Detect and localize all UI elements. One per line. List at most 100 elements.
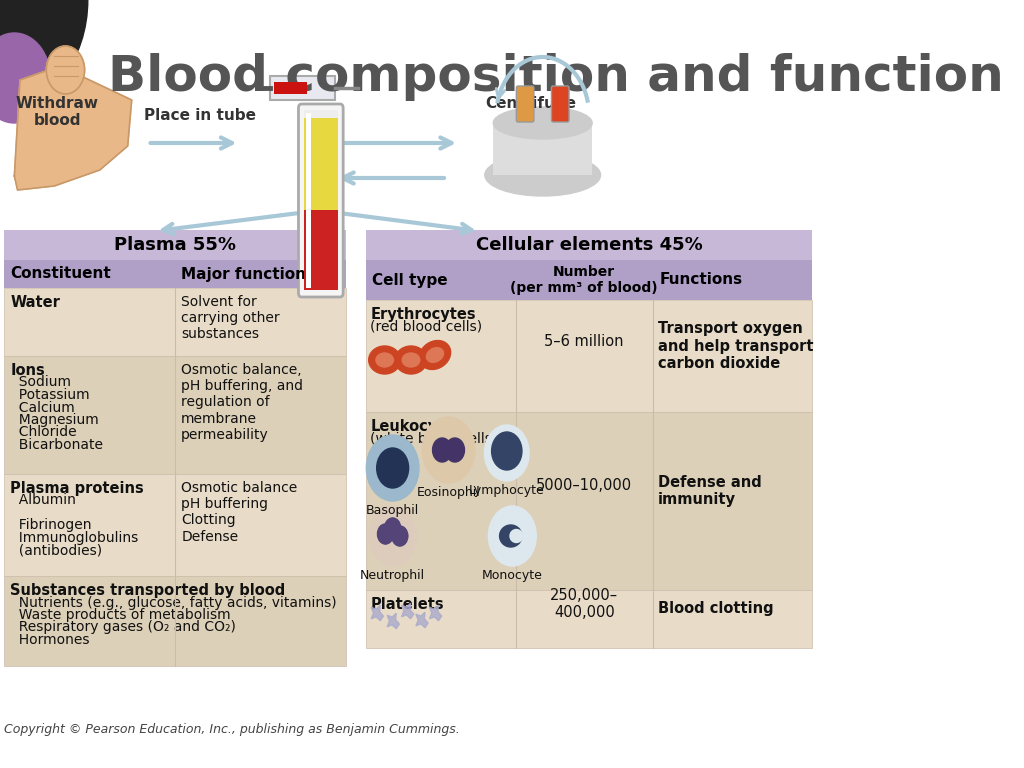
FancyBboxPatch shape [366, 412, 812, 590]
Text: Number
(per mm³ of blood): Number (per mm³ of blood) [510, 265, 658, 295]
Text: Transport oxygen
and help transport
carbon dioxide: Transport oxygen and help transport carb… [657, 321, 813, 371]
Text: Copyright © Pearson Education, Inc., publishing as Benjamin Cummings.: Copyright © Pearson Education, Inc., pub… [4, 723, 460, 736]
Text: Eosinophil: Eosinophil [417, 486, 480, 499]
Circle shape [46, 46, 85, 94]
Text: Leukocytes: Leukocytes [371, 419, 464, 434]
Text: Fibrinogen: Fibrinogen [10, 518, 92, 532]
Text: Blood clotting: Blood clotting [657, 601, 773, 617]
Text: Plasma proteins: Plasma proteins [10, 481, 144, 496]
FancyBboxPatch shape [305, 113, 311, 288]
FancyBboxPatch shape [552, 86, 569, 122]
Text: Substances transported by blood: Substances transported by blood [10, 583, 286, 598]
Text: Calcium: Calcium [10, 400, 75, 415]
Text: Basophil: Basophil [366, 504, 419, 517]
Text: Solvent for
carrying other
substances: Solvent for carrying other substances [181, 295, 280, 342]
Text: Water: Water [10, 295, 60, 310]
Polygon shape [416, 612, 428, 627]
Circle shape [369, 506, 417, 566]
FancyBboxPatch shape [304, 110, 338, 118]
Circle shape [0, 0, 88, 110]
Text: (antibodies): (antibodies) [10, 544, 102, 558]
Text: Plasma 55%: Plasma 55% [114, 236, 236, 254]
Text: Cellular elements 45%: Cellular elements 45% [475, 236, 702, 254]
FancyBboxPatch shape [494, 123, 592, 175]
Text: Nutrients (e.g., glucose, fatty acids, vitamins): Nutrients (e.g., glucose, fatty acids, v… [10, 595, 337, 610]
Circle shape [445, 438, 465, 462]
Text: 5000–10,000: 5000–10,000 [537, 478, 632, 494]
Ellipse shape [510, 529, 522, 542]
Text: Lymphocyte: Lymphocyte [469, 484, 545, 497]
Ellipse shape [484, 154, 600, 196]
Text: (red blood cells): (red blood cells) [371, 320, 482, 334]
Circle shape [422, 417, 475, 483]
Text: Centrifuge: Centrifuge [485, 96, 577, 111]
Text: Defense and
immunity: Defense and immunity [657, 475, 762, 507]
Text: Waste products of metabolism: Waste products of metabolism [10, 608, 231, 622]
Text: Immunoglobulins: Immunoglobulins [10, 531, 138, 545]
FancyBboxPatch shape [273, 82, 307, 94]
Polygon shape [371, 605, 383, 621]
FancyBboxPatch shape [4, 230, 345, 260]
Circle shape [377, 448, 409, 488]
FancyBboxPatch shape [4, 356, 345, 474]
Text: Constituent: Constituent [10, 266, 112, 282]
Ellipse shape [426, 348, 443, 362]
FancyBboxPatch shape [366, 230, 812, 260]
Text: 250,000–
400,000: 250,000– 400,000 [550, 588, 618, 621]
FancyBboxPatch shape [4, 260, 345, 288]
Text: Respiratory gases (O₂ and CO₂): Respiratory gases (O₂ and CO₂) [10, 621, 237, 634]
Text: Place in tube: Place in tube [143, 108, 256, 123]
Text: Hormones: Hormones [10, 633, 90, 647]
FancyBboxPatch shape [366, 260, 812, 300]
Polygon shape [429, 605, 441, 621]
Text: Sodium: Sodium [10, 376, 72, 389]
Text: Erythrocytes: Erythrocytes [371, 307, 476, 322]
FancyBboxPatch shape [516, 86, 534, 122]
Text: Neutrophil: Neutrophil [360, 569, 425, 582]
Text: Ions: Ions [10, 363, 45, 378]
Text: Blood composition and function: Blood composition and function [108, 53, 1004, 101]
FancyBboxPatch shape [4, 576, 345, 666]
FancyBboxPatch shape [304, 118, 338, 210]
Circle shape [378, 524, 393, 544]
Circle shape [367, 435, 419, 501]
Text: Osmotic balance
pH buffering
Clotting
Defense: Osmotic balance pH buffering Clotting De… [181, 481, 297, 544]
Circle shape [0, 33, 50, 123]
Text: Major functions: Major functions [181, 266, 315, 282]
FancyBboxPatch shape [269, 76, 335, 100]
Text: Monocyte: Monocyte [482, 569, 543, 582]
Circle shape [385, 518, 400, 538]
Text: Withdraw
blood: Withdraw blood [16, 96, 99, 128]
Circle shape [392, 526, 408, 546]
Text: Potassium: Potassium [10, 388, 90, 402]
FancyBboxPatch shape [366, 590, 812, 648]
Text: Magnesium: Magnesium [10, 413, 99, 427]
Circle shape [432, 438, 452, 462]
FancyBboxPatch shape [298, 104, 343, 297]
Polygon shape [387, 613, 399, 629]
Text: Cell type: Cell type [372, 273, 447, 287]
FancyBboxPatch shape [366, 300, 812, 412]
FancyBboxPatch shape [4, 288, 345, 356]
Circle shape [488, 506, 537, 566]
Ellipse shape [369, 346, 400, 374]
Ellipse shape [402, 353, 420, 367]
Ellipse shape [376, 353, 393, 367]
Ellipse shape [494, 107, 592, 139]
Text: 5–6 million: 5–6 million [545, 333, 624, 349]
Text: Osmotic balance,
pH buffering, and
regulation of
membrane
permeability: Osmotic balance, pH buffering, and regul… [181, 363, 303, 442]
FancyBboxPatch shape [4, 474, 345, 576]
Circle shape [484, 425, 529, 481]
Text: Platelets: Platelets [371, 597, 444, 612]
Text: Chloride: Chloride [10, 425, 77, 439]
Ellipse shape [500, 525, 522, 547]
FancyBboxPatch shape [304, 207, 338, 290]
Polygon shape [14, 66, 132, 190]
Polygon shape [401, 603, 414, 619]
Text: (white blood cells): (white blood cells) [371, 432, 498, 446]
Ellipse shape [419, 340, 451, 369]
Ellipse shape [395, 346, 427, 374]
Text: Albumin: Albumin [10, 494, 76, 508]
Circle shape [492, 432, 522, 470]
Text: Functions: Functions [659, 273, 742, 287]
